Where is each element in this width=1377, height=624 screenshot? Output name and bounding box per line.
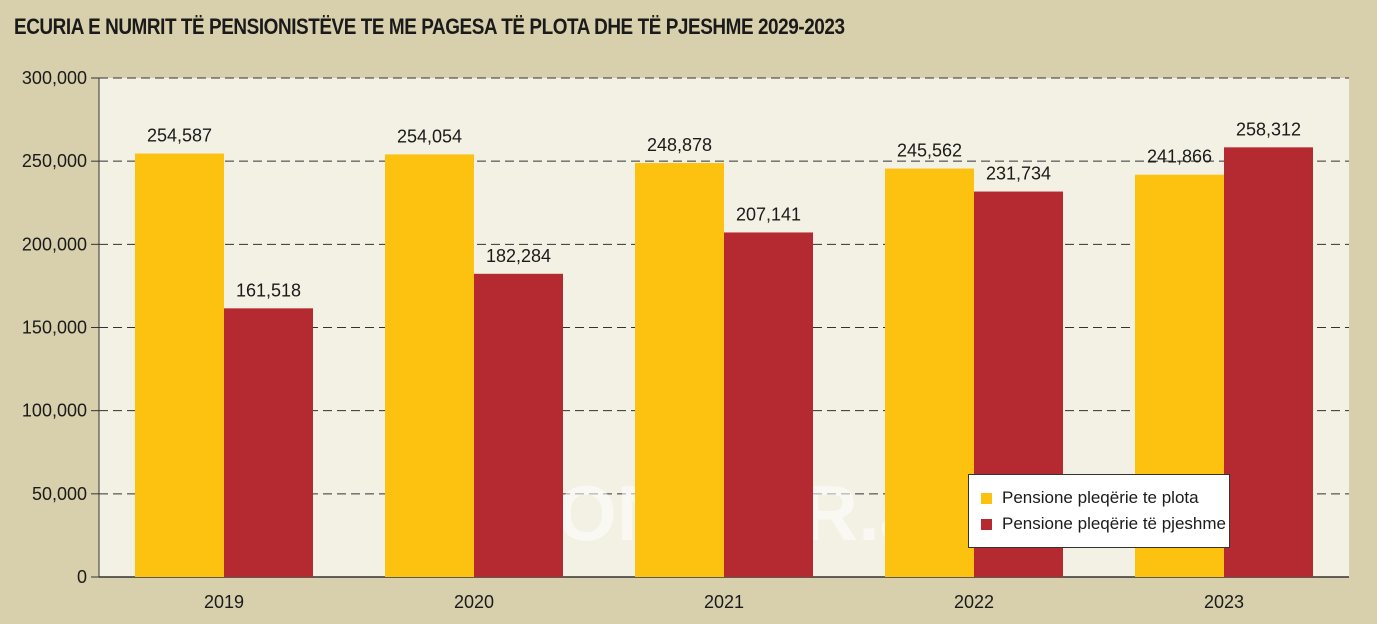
y-tick-label: 200,000 [22, 234, 87, 254]
bar-partial-2021 [724, 232, 813, 577]
legend-label-partial-pension: Pensione pleqërie të pjeshme [1002, 514, 1226, 533]
data-label: 248,878 [647, 135, 712, 155]
bar-partial-2019 [224, 308, 313, 577]
legend: Pensione pleqërie te plota Pensione pleq… [968, 474, 1230, 548]
data-label: 254,587 [147, 126, 212, 146]
x-tick-label: 2021 [704, 592, 744, 612]
legend-label-full-pension: Pensione pleqërie te plota [1002, 488, 1199, 507]
bar-full-2022 [885, 168, 974, 578]
y-tick-label: 0 [77, 567, 87, 587]
data-label: 245,562 [897, 141, 962, 161]
y-tick-label: 150,000 [22, 318, 87, 338]
bar-full-2019 [135, 153, 224, 577]
legend-swatch-partial-pension [981, 518, 992, 530]
data-label: 182,284 [486, 246, 551, 266]
bar-full-2020 [385, 154, 474, 577]
legend-item-full-pension: Pensione pleqërie te plota [981, 485, 1229, 511]
chart-title: ECURIA E NUMRIT TË PENSIONISTËVE TE ME P… [14, 14, 845, 39]
y-tick-label: 250,000 [22, 151, 87, 171]
x-tick-label: 2019 [204, 592, 244, 612]
data-label: 258,312 [1236, 119, 1301, 139]
data-label: 161,518 [236, 280, 301, 300]
legend-item-partial-pension: Pensione pleqërie të pjeshme [981, 511, 1229, 537]
legend-swatch-full-pension [981, 492, 992, 504]
bar-full-2021 [635, 163, 724, 577]
bar-partial-2023 [1224, 147, 1313, 577]
y-tick-label: 50,000 [32, 484, 87, 504]
data-label: 207,141 [736, 204, 801, 224]
y-tick-label: 300,000 [22, 68, 87, 88]
data-label: 254,054 [397, 126, 462, 146]
x-tick-label: 2022 [954, 592, 994, 612]
y-tick-label: 100,000 [22, 401, 87, 421]
bar-partial-2020 [474, 273, 563, 577]
x-tick-label: 2023 [1204, 592, 1244, 612]
x-tick-label: 2020 [454, 592, 494, 612]
data-label: 241,866 [1147, 147, 1212, 167]
data-label: 231,734 [986, 164, 1051, 184]
